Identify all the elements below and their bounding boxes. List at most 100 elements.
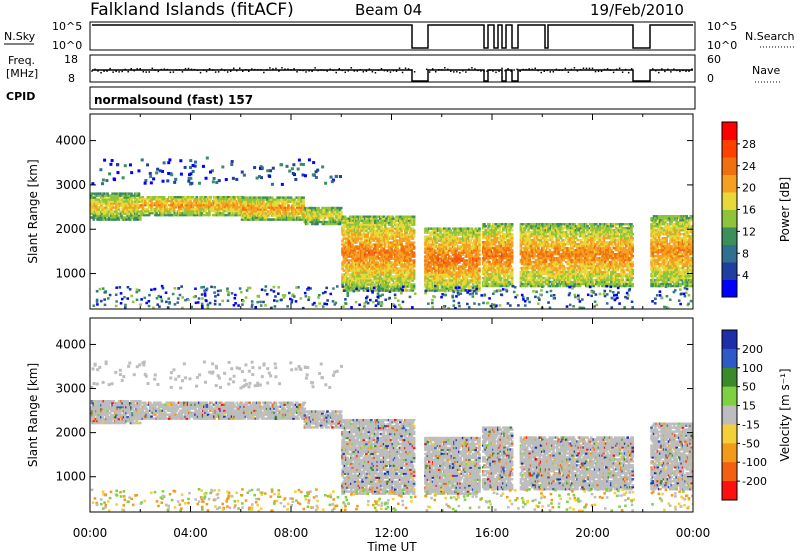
- data-cell: [430, 263, 434, 266]
- data-cell: [429, 285, 432, 288]
- data-cell: [412, 287, 416, 290]
- data-cell: [454, 261, 457, 264]
- nave-point: [235, 69, 238, 72]
- data-cell: [461, 243, 465, 246]
- nave-point: [166, 68, 169, 71]
- data-cell: [365, 237, 368, 240]
- data-cell: [436, 245, 440, 248]
- data-cell: [465, 277, 469, 280]
- data-cell: [386, 263, 390, 266]
- data-cell: [431, 259, 435, 262]
- data-cell: [388, 279, 392, 282]
- data-cell: [458, 261, 461, 264]
- data-cell: [247, 200, 250, 203]
- data-cell: [376, 255, 380, 258]
- data-cell: [179, 213, 182, 217]
- data-cell: [103, 212, 107, 215]
- data-cell: [136, 202, 140, 205]
- data-cell: [481, 260, 485, 264]
- echo-region: [424, 227, 481, 292]
- data-cell: [441, 257, 445, 260]
- data-cell: [443, 285, 446, 288]
- data-cell: [141, 195, 145, 199]
- nave-point: [447, 68, 449, 71]
- data-cell: [184, 197, 187, 201]
- data-cell: [350, 277, 353, 280]
- data-cell: [444, 235, 447, 238]
- nave-point: [516, 68, 518, 71]
- nave-point: [600, 70, 603, 73]
- data-cell: [362, 263, 366, 266]
- data-cell: [167, 203, 171, 207]
- data-cell: [121, 194, 125, 197]
- data-cell: [410, 273, 413, 276]
- data-cell: [489, 236, 493, 240]
- data-cell: [365, 271, 368, 274]
- data-cell: [386, 249, 390, 252]
- data-cell: [470, 253, 474, 256]
- nave-point: [106, 70, 108, 72]
- data-cell: [357, 281, 361, 284]
- nave-point: [522, 68, 524, 71]
- data-cell: [231, 207, 235, 211]
- data-cell: [455, 249, 459, 252]
- data-cell: [400, 229, 403, 232]
- data-cell: [322, 206, 326, 210]
- data-cell: [394, 261, 397, 264]
- nave-point: [434, 71, 437, 73]
- data-cell: [365, 217, 368, 220]
- data-cell: [449, 267, 452, 270]
- data-cell: [432, 235, 436, 238]
- data-cell: [231, 205, 235, 209]
- data-cell: [432, 229, 436, 232]
- data-cell: [317, 218, 320, 222]
- data-cell: [383, 233, 387, 236]
- data-cell: [405, 219, 408, 222]
- data-cell: [373, 225, 377, 228]
- data-cell: [297, 210, 300, 213]
- data-cell: [280, 198, 284, 201]
- nave-point: [691, 68, 693, 70]
- data-cell: [489, 282, 493, 286]
- data-cell: [107, 218, 111, 221]
- data-cell: [406, 257, 410, 260]
- data-cell: [448, 281, 451, 284]
- data-cell: [351, 285, 354, 288]
- data-cell: [299, 202, 303, 205]
- data-cell: [138, 216, 142, 219]
- data-cell: [426, 259, 430, 262]
- data-cell: [474, 227, 478, 230]
- nave-point: [308, 70, 310, 72]
- data-cell: [350, 253, 353, 256]
- data-cell: [282, 196, 285, 199]
- nave-point: [118, 71, 120, 73]
- data-cell: [254, 210, 258, 213]
- data-cell: [380, 245, 383, 248]
- data-cell: [449, 241, 452, 244]
- data-cell: [390, 221, 393, 224]
- data-cell: [402, 217, 406, 220]
- data-cell: [412, 273, 416, 276]
- data-cell: [458, 245, 461, 248]
- data-cell: [386, 283, 390, 286]
- data-cell: [443, 253, 446, 256]
- data-cell: [113, 216, 117, 219]
- nave-point: [220, 68, 223, 71]
- data-cell: [105, 206, 108, 209]
- data-cell: [455, 273, 459, 276]
- data-cell: [331, 216, 334, 220]
- data-cell: [434, 259, 437, 262]
- data-cell: [451, 289, 455, 292]
- data-cell: [243, 200, 246, 203]
- data-cell: [409, 277, 412, 280]
- nave-point: [401, 71, 404, 74]
- data-cell: [380, 277, 383, 280]
- data-cell: [358, 241, 362, 244]
- data-cell: [380, 249, 383, 252]
- data-cell: [336, 208, 339, 212]
- freq-tick-lo: 8: [68, 72, 75, 85]
- data-cell: [346, 237, 349, 240]
- data-cell: [381, 227, 385, 230]
- data-cell: [169, 211, 172, 215]
- data-cell: [430, 243, 434, 246]
